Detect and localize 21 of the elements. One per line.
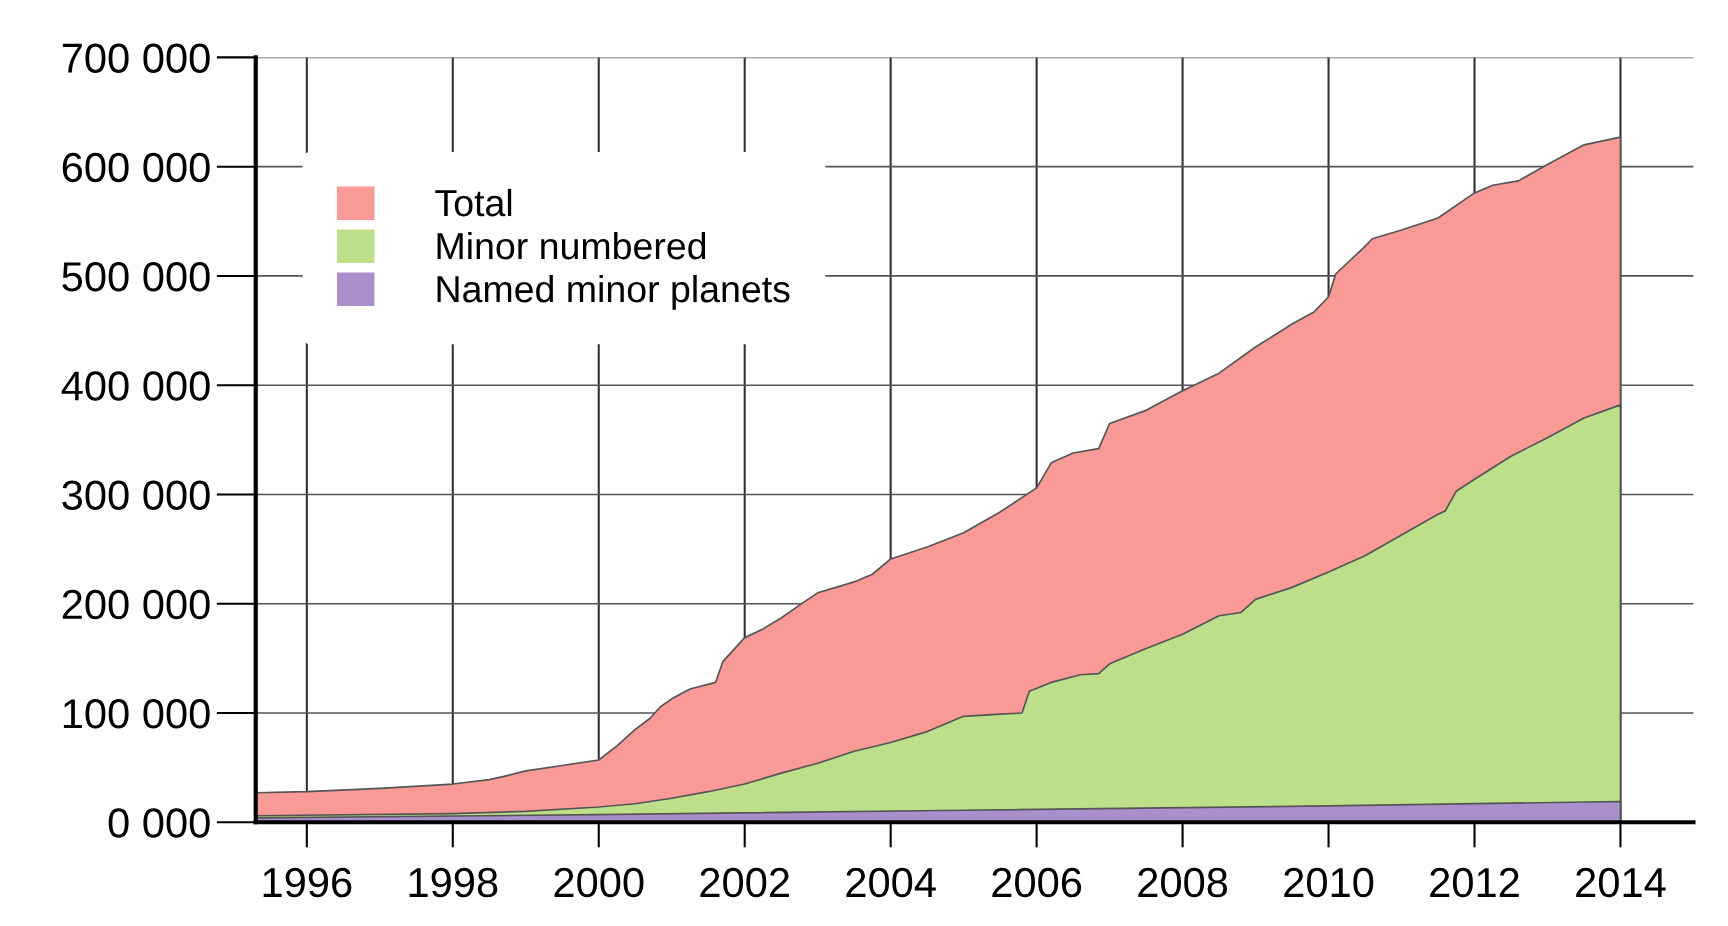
y-tick-label: 500 000 bbox=[62, 261, 210, 292]
y-tick-label: 200 000 bbox=[62, 589, 210, 620]
x-tick-label: 2006 bbox=[992, 867, 1082, 898]
x-tick-label: 2008 bbox=[1138, 867, 1228, 898]
x-tick-label: 2004 bbox=[846, 867, 936, 898]
x-tick-label: 2002 bbox=[700, 867, 789, 898]
legend-label: Total bbox=[435, 188, 512, 217]
y-tick-label: 100 000 bbox=[63, 699, 210, 729]
y-tick-label: 400 000 bbox=[61, 371, 210, 401]
y-tick-label: 600 000 bbox=[62, 152, 210, 183]
x-tick-label: 1998 bbox=[409, 867, 498, 898]
legend-label: Named minor planets bbox=[437, 274, 790, 310]
x-tick-label: 1996 bbox=[263, 867, 352, 898]
y-tick-label: 0 000 bbox=[108, 808, 210, 838]
x-tick-label: 2014 bbox=[1576, 867, 1666, 898]
y-tick-label: 300 000 bbox=[62, 480, 210, 510]
legend-label: Minor numbered bbox=[437, 231, 706, 260]
y-tick-label: 700 000 bbox=[62, 43, 210, 73]
x-tick-label: 2010 bbox=[1284, 867, 1374, 898]
x-tick-label: 2000 bbox=[554, 867, 644, 898]
x-tick-label: 2012 bbox=[1430, 867, 1519, 898]
